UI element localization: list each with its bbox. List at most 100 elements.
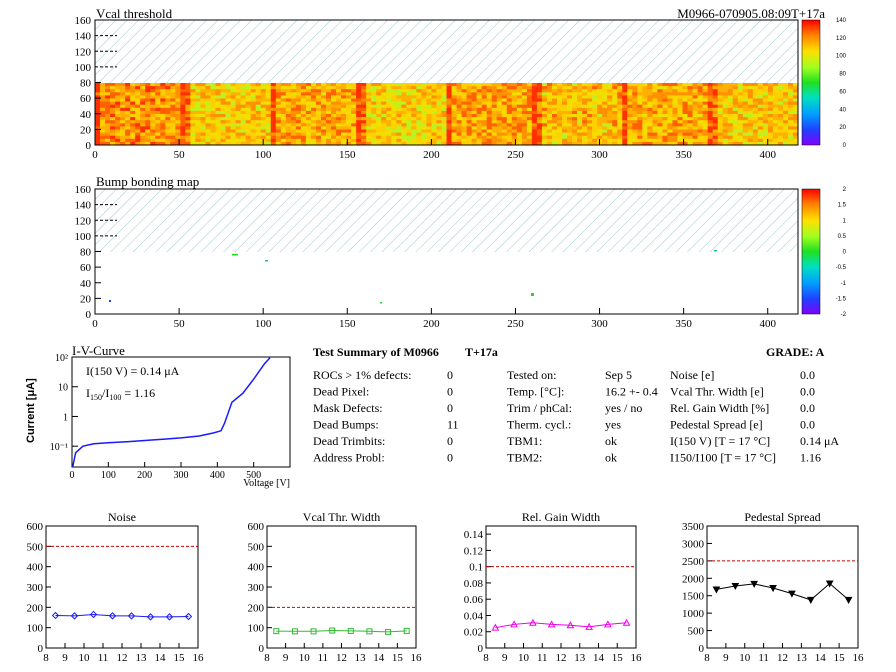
- map-cell: [541, 89, 548, 93]
- map-cell: [692, 86, 698, 90]
- map-cell: [617, 101, 623, 105]
- map-cell: [446, 83, 452, 87]
- mini-x-tick-label: 9: [62, 652, 68, 664]
- map-cell: [150, 98, 156, 102]
- map-cell: [165, 104, 171, 109]
- map-cell: [351, 138, 357, 143]
- map-cell: [707, 126, 713, 130]
- map-cell: [381, 83, 387, 87]
- map-cell: [602, 92, 608, 96]
- map-cell: [180, 126, 186, 130]
- map-cell: [165, 117, 171, 121]
- map-cell: [295, 114, 302, 118]
- map-cell: [220, 138, 226, 143]
- map-cell: [110, 83, 116, 87]
- map-cell: [772, 123, 779, 127]
- map-cell: [195, 138, 201, 143]
- map-cell: [205, 92, 211, 96]
- map-cell: [416, 89, 422, 93]
- map-cell: [366, 101, 372, 105]
- map-cell: [436, 120, 442, 124]
- map-cell: [401, 83, 407, 87]
- map-cell: [752, 141, 759, 146]
- iv-y-tick-label: 10: [58, 383, 68, 394]
- map-cell: [135, 98, 141, 102]
- data-point: [89, 610, 98, 619]
- map-cell: [240, 138, 246, 143]
- map-cell: [732, 110, 739, 115]
- map-cell: [747, 129, 754, 133]
- map-cell: [411, 89, 417, 93]
- map-cell: [235, 123, 241, 127]
- map-cell: [300, 132, 307, 136]
- map-cell: [310, 89, 317, 93]
- map-cell: [787, 129, 794, 133]
- map-cell: [602, 107, 608, 112]
- map-cell: [436, 126, 442, 130]
- map-cell: [647, 129, 653, 133]
- map-cell: [461, 83, 467, 87]
- map-cell: [225, 123, 231, 127]
- map-cell: [381, 123, 387, 127]
- map-cell: [752, 104, 759, 109]
- map-cell: [687, 89, 693, 93]
- mini-chart-frame: [266, 525, 417, 649]
- map-cell: [376, 89, 382, 93]
- map-cell: [677, 135, 683, 140]
- map-cell: [556, 117, 563, 121]
- map-cell: [722, 138, 728, 143]
- map-cell: [215, 141, 221, 146]
- map-cell: [135, 138, 141, 143]
- map-cell: [491, 132, 498, 136]
- map-cell: [280, 129, 287, 133]
- map-cell: [536, 141, 543, 146]
- map-cell: [556, 114, 563, 118]
- map-cell: [356, 114, 362, 118]
- map-cell: [280, 138, 287, 143]
- map-cell: [416, 135, 422, 140]
- map-cell: [320, 86, 327, 90]
- map-cell: [235, 104, 241, 109]
- map-cell: [577, 101, 583, 105]
- map-cell: [461, 104, 467, 109]
- map-cell: [315, 123, 322, 127]
- map-cell: [546, 117, 553, 121]
- map-cell: [486, 132, 492, 136]
- map-cell: [737, 107, 744, 112]
- map-cell: [787, 135, 794, 140]
- map-cell: [582, 107, 588, 112]
- iv-x-tick-label: 200: [137, 470, 152, 481]
- map-cell: [767, 98, 774, 102]
- map-cell: [431, 117, 437, 121]
- map-cell: [637, 141, 643, 146]
- map-cell: [295, 110, 302, 115]
- map-cell: [411, 83, 417, 87]
- map-cell: [215, 110, 221, 115]
- map-cell: [692, 117, 698, 121]
- map-cell: [210, 92, 216, 96]
- map-cell: [386, 138, 392, 143]
- map-cell: [752, 120, 759, 124]
- map-cell: [175, 89, 181, 93]
- mini-chart-title: Pedestal Spread: [744, 510, 820, 524]
- map-cell: [300, 129, 307, 133]
- map-cell: [491, 95, 498, 99]
- map-cell: [496, 132, 503, 136]
- map-cell: [712, 83, 718, 87]
- map-cell: [110, 129, 116, 133]
- map-cell: [602, 141, 608, 146]
- map-cell: [200, 89, 206, 93]
- map-cell: [662, 95, 668, 99]
- map-cell: [717, 86, 723, 90]
- map-cell: [421, 141, 427, 146]
- map-cell: [501, 126, 508, 130]
- x-tick-label: 350: [675, 318, 692, 330]
- map-cell: [270, 129, 277, 133]
- map-cell: [441, 114, 447, 118]
- map-cell: [667, 92, 673, 96]
- map-cell: [180, 117, 186, 121]
- map1-axes: 0 50 100 150 200 250 300 350 4000204060801001201…: [75, 15, 777, 161]
- map-cell: [175, 132, 181, 136]
- map-cell: [572, 117, 578, 121]
- map-cell: [245, 129, 251, 133]
